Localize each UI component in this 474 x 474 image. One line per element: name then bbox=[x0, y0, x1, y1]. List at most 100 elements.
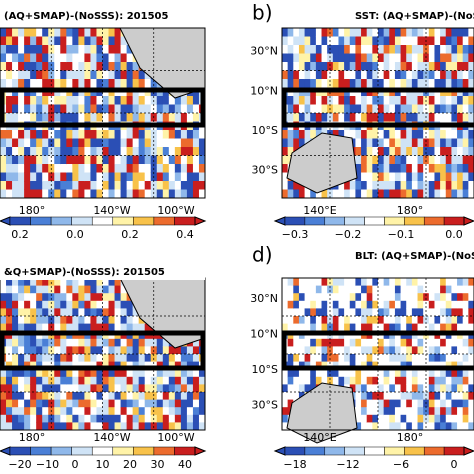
map-pixel bbox=[6, 164, 13, 173]
map-pixel bbox=[174, 376, 182, 385]
map-pixel bbox=[84, 53, 91, 63]
map-pixel bbox=[282, 392, 289, 401]
map-pixel bbox=[293, 96, 300, 105]
map-pixel bbox=[66, 155, 73, 165]
map-pixel bbox=[156, 104, 164, 114]
map-pixel bbox=[198, 130, 206, 139]
map-pixel bbox=[355, 113, 362, 122]
map-pixel bbox=[18, 422, 25, 431]
map-pixel bbox=[72, 300, 79, 309]
map-pixel bbox=[349, 293, 356, 302]
map-pixel bbox=[102, 392, 110, 401]
map-pixel bbox=[332, 36, 339, 46]
map-pixel bbox=[434, 407, 441, 416]
map-pixel bbox=[18, 62, 25, 71]
map-pixel bbox=[6, 53, 13, 63]
map-pixel bbox=[72, 155, 79, 165]
map-pixel bbox=[349, 113, 356, 122]
map-pixel bbox=[344, 70, 351, 80]
map-pixel bbox=[120, 392, 128, 401]
map-pixel bbox=[287, 189, 294, 199]
map-pixel bbox=[90, 384, 97, 393]
map-pixel bbox=[428, 399, 435, 408]
map-pixel bbox=[304, 316, 311, 325]
map-pixel bbox=[150, 79, 158, 88]
map-pixel bbox=[6, 45, 13, 54]
map-pixel bbox=[355, 369, 362, 378]
map-pixel bbox=[411, 138, 419, 148]
map-pixel bbox=[428, 407, 435, 416]
map-pixel bbox=[400, 104, 407, 114]
map-pixel bbox=[0, 369, 7, 378]
map-pixel bbox=[144, 181, 152, 190]
map-pixel bbox=[186, 155, 194, 165]
map-pixel bbox=[156, 384, 164, 393]
map-pixel bbox=[66, 181, 73, 190]
map-pixel bbox=[78, 155, 85, 165]
map-pixel bbox=[372, 62, 379, 71]
map-pixel bbox=[349, 308, 356, 317]
title-bg bbox=[282, 8, 474, 24]
map-pixel bbox=[174, 346, 182, 355]
map-pixel bbox=[156, 189, 164, 199]
map-pixel bbox=[389, 130, 396, 139]
map-pixel bbox=[24, 53, 31, 63]
map-pixel bbox=[445, 130, 452, 139]
map-pixel bbox=[18, 399, 25, 408]
map-pixel bbox=[310, 189, 317, 199]
map-pixel bbox=[411, 70, 419, 80]
map-pixel bbox=[150, 138, 158, 148]
colorbar-cell bbox=[50, 446, 72, 456]
map-pixel bbox=[168, 96, 176, 105]
map-pixel bbox=[355, 147, 362, 156]
map-pixel bbox=[423, 62, 430, 71]
map-pixel bbox=[132, 113, 140, 122]
map-pixel bbox=[0, 45, 7, 54]
map-pixel bbox=[186, 376, 194, 385]
map-pixel bbox=[400, 79, 407, 88]
map-pixel bbox=[293, 323, 300, 332]
map-pixel bbox=[338, 308, 345, 317]
map-pixel bbox=[440, 189, 447, 199]
map-pixel bbox=[389, 36, 396, 46]
map-pixel bbox=[108, 113, 116, 122]
map-pixel bbox=[54, 36, 61, 46]
map-pixel bbox=[451, 346, 458, 355]
map-pixel bbox=[84, 384, 91, 393]
map-pixel bbox=[423, 392, 430, 401]
map-pixel bbox=[428, 369, 435, 378]
map-pixel bbox=[114, 338, 122, 347]
map-pixel bbox=[445, 414, 452, 423]
map-pixel bbox=[406, 308, 413, 317]
x-tick-label: 140°W bbox=[93, 204, 130, 217]
map-pixel bbox=[445, 285, 452, 294]
map-pixel bbox=[12, 138, 19, 148]
map-pixel bbox=[298, 53, 306, 63]
map-pixel bbox=[54, 376, 61, 385]
map-pixel bbox=[18, 354, 25, 363]
map-pixel bbox=[162, 147, 170, 156]
map-pixel bbox=[428, 172, 435, 182]
map-pixel bbox=[18, 414, 25, 423]
map-pixel bbox=[132, 407, 140, 416]
map-pixel bbox=[468, 28, 474, 37]
map-pixel bbox=[332, 104, 339, 114]
map-pixel bbox=[180, 346, 188, 355]
map-pixel bbox=[162, 376, 170, 385]
map-pixel bbox=[96, 285, 103, 294]
map-pixel bbox=[406, 155, 413, 165]
map-pixel bbox=[102, 414, 110, 423]
map-pixel bbox=[411, 181, 419, 190]
colorbar-cell bbox=[174, 446, 196, 456]
map-pixel bbox=[417, 181, 424, 190]
map-pixel bbox=[78, 399, 85, 408]
map-pixel bbox=[451, 376, 458, 385]
map-pixel bbox=[428, 392, 435, 401]
colorbar-arrow bbox=[463, 446, 474, 456]
map-pixel bbox=[30, 300, 37, 309]
map-pixel bbox=[417, 164, 424, 173]
map-pixel bbox=[114, 113, 122, 122]
map-pixel bbox=[108, 414, 116, 423]
map-pixel bbox=[372, 338, 379, 347]
colorbar-cell bbox=[30, 216, 52, 226]
